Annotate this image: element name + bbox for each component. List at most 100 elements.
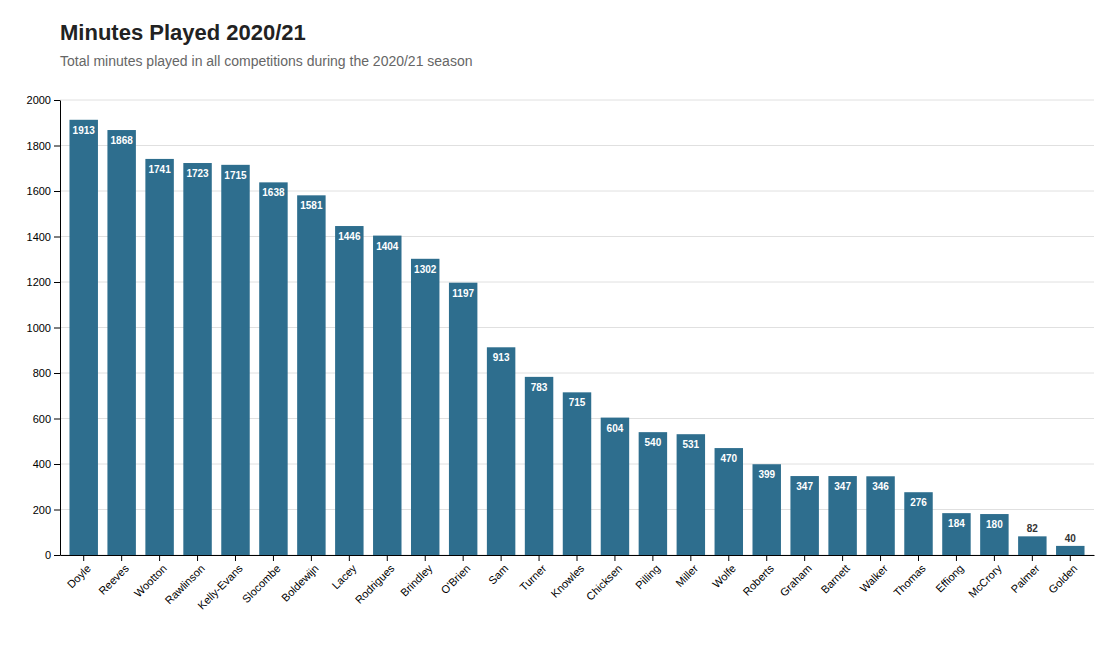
x-tick: Wootton: [132, 555, 169, 599]
x-tick: Chicksen: [584, 555, 624, 603]
data-label: 1913: [73, 125, 96, 136]
x-tick-mark: [956, 555, 957, 561]
bar: [259, 182, 287, 555]
x-tick: Walker: [857, 555, 890, 594]
bar: [107, 130, 135, 555]
y-tick: 1200: [27, 276, 60, 288]
data-label: 540: [645, 437, 662, 448]
x-tick-mark: [1070, 555, 1071, 561]
y-tick-mark: [54, 510, 60, 511]
y-tick-mark: [54, 100, 60, 101]
x-tick: Turner: [517, 555, 548, 593]
x-tick: Wolfe: [710, 555, 738, 590]
x-tick-mark: [387, 555, 388, 561]
y-tick-label: 1200: [27, 276, 51, 288]
y-tick-mark: [54, 419, 60, 420]
data-label: 783: [531, 382, 548, 393]
y-tick-mark: [54, 237, 60, 238]
y-tick-label: 1600: [27, 185, 51, 197]
x-tick: Lacey: [329, 555, 359, 591]
data-label: 1723: [186, 168, 209, 179]
grid-line: [60, 236, 1094, 237]
y-tick-mark: [54, 373, 60, 374]
x-tick-mark: [880, 555, 881, 561]
data-label: 1404: [376, 241, 399, 252]
x-tick-mark: [311, 555, 312, 561]
data-label: 715: [569, 397, 586, 408]
x-tick-label: O'Brien: [438, 562, 472, 596]
bar: [639, 432, 667, 555]
x-tick-label: Walker: [857, 562, 890, 595]
grid-line: [60, 282, 1094, 283]
bar: [411, 259, 439, 555]
data-label: 184: [948, 518, 965, 529]
x-tick: Palmer: [1009, 555, 1042, 595]
x-tick-label: Roberts: [740, 562, 776, 598]
bar: [790, 476, 818, 555]
bar: [942, 513, 970, 555]
data-label: 347: [796, 481, 813, 492]
y-tick: 1000: [27, 322, 60, 334]
data-label: 1715: [224, 170, 247, 181]
bar: [183, 163, 211, 555]
y-tick-mark: [54, 328, 60, 329]
x-tick-mark: [728, 555, 729, 561]
x-tick-label: Lacey: [329, 562, 359, 592]
data-label: 1868: [111, 135, 134, 146]
x-tick-label: Wolfe: [710, 562, 738, 590]
y-tick: 2000: [27, 94, 60, 106]
x-tick-mark: [652, 555, 653, 561]
x-tick-label: Sam: [486, 562, 510, 586]
x-tick: Boldewijn: [279, 555, 321, 604]
bar: [69, 120, 97, 555]
x-tick-mark: [804, 555, 805, 561]
x-tick-label: McCrory: [966, 562, 1004, 600]
x-tick-mark: [614, 555, 615, 561]
x-tick-mark: [463, 555, 464, 561]
grid-line: [60, 373, 1094, 374]
x-axis: DoyleReevesWoottonRawlinsonKelly-EvansSl…: [61, 555, 1095, 612]
x-tick-mark: [159, 555, 160, 561]
data-label: 347: [834, 481, 851, 492]
x-tick: McCrory: [966, 555, 1004, 600]
x-tick-mark: [121, 555, 122, 561]
bar: [449, 283, 477, 555]
y-tick: 200: [33, 504, 60, 516]
y-tick-label: 200: [33, 504, 51, 516]
bar: [752, 464, 780, 555]
bar: [828, 476, 856, 555]
x-tick-mark: [690, 555, 691, 561]
y-tick: 600: [33, 413, 60, 425]
plot: 0200400600800100012001400160018002000Doy…: [27, 94, 1095, 612]
chart: Minutes Played 2020/21Total minutes play…: [0, 0, 1118, 650]
x-tick-label: Wootton: [132, 562, 169, 599]
bar: [373, 236, 401, 555]
data-label: 1197: [452, 288, 474, 299]
y-axis: 0200400600800100012001400160018002000: [27, 94, 61, 561]
bar: [221, 165, 249, 555]
y-tick-mark: [54, 146, 60, 147]
grid-line: [60, 100, 1094, 101]
x-tick-mark: [766, 555, 767, 561]
x-tick-mark: [197, 555, 198, 561]
data-label: 1741: [148, 164, 171, 175]
y-tick: 0: [45, 549, 60, 561]
x-tick: Doyle: [65, 555, 93, 590]
x-tick: Roberts: [740, 555, 776, 598]
bar: [525, 377, 553, 555]
x-tick-mark: [83, 555, 84, 561]
bar: [1018, 536, 1046, 555]
x-tick-label: Thomas: [891, 562, 928, 599]
y-tick: 400: [33, 458, 60, 470]
data-label: 40: [1065, 533, 1077, 544]
x-tick-mark: [273, 555, 274, 561]
data-label: 346: [872, 481, 889, 492]
x-tick-label: Knowles: [548, 562, 586, 600]
x-tick: Kelly-Evans: [195, 555, 245, 612]
x-tick-label: Turner: [517, 562, 548, 593]
bar: [563, 392, 591, 555]
data-label: 1446: [338, 231, 361, 242]
y-tick-label: 600: [33, 413, 51, 425]
x-tick-label: Pilling: [633, 562, 662, 591]
bar: [297, 195, 325, 555]
